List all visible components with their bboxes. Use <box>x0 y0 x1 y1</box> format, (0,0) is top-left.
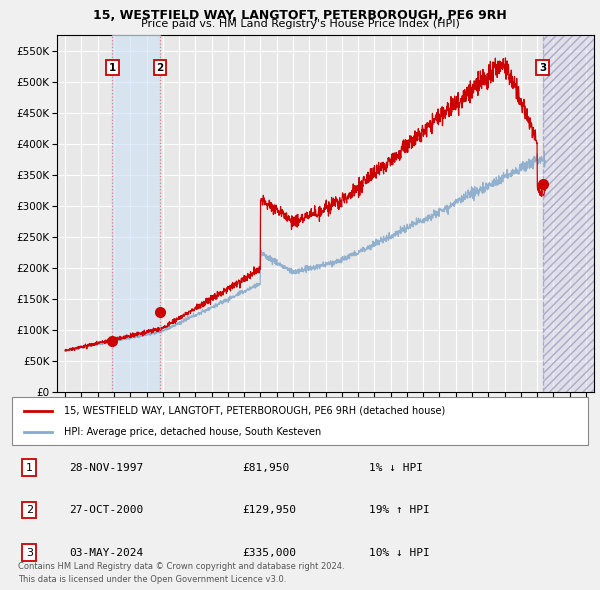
Text: 1% ↓ HPI: 1% ↓ HPI <box>369 463 423 473</box>
Text: 03-MAY-2024: 03-MAY-2024 <box>70 548 144 558</box>
Text: 15, WESTFIELD WAY, LANGTOFT, PETERBOROUGH, PE6 9RH: 15, WESTFIELD WAY, LANGTOFT, PETERBOROUG… <box>93 9 507 22</box>
Text: 10% ↓ HPI: 10% ↓ HPI <box>369 548 430 558</box>
Text: HPI: Average price, detached house, South Kesteven: HPI: Average price, detached house, Sout… <box>64 427 321 437</box>
Text: This data is licensed under the Open Government Licence v3.0.: This data is licensed under the Open Gov… <box>18 575 286 584</box>
Bar <box>542 35 594 392</box>
Text: 1: 1 <box>109 63 116 73</box>
Bar <box>542 35 594 392</box>
Text: 3: 3 <box>26 548 33 558</box>
Text: 2: 2 <box>26 505 33 515</box>
Text: 27-OCT-2000: 27-OCT-2000 <box>70 505 144 515</box>
Text: 3: 3 <box>539 63 546 73</box>
Text: 1: 1 <box>26 463 33 473</box>
Text: £81,950: £81,950 <box>242 463 290 473</box>
Text: £129,950: £129,950 <box>242 505 296 515</box>
Text: 2: 2 <box>156 63 163 73</box>
Text: 15, WESTFIELD WAY, LANGTOFT, PETERBOROUGH, PE6 9RH (detached house): 15, WESTFIELD WAY, LANGTOFT, PETERBOROUG… <box>64 405 445 415</box>
Text: Price paid vs. HM Land Registry's House Price Index (HPI): Price paid vs. HM Land Registry's House … <box>140 19 460 29</box>
Text: 28-NOV-1997: 28-NOV-1997 <box>70 463 144 473</box>
FancyBboxPatch shape <box>12 397 588 445</box>
Text: £335,000: £335,000 <box>242 548 296 558</box>
Text: Contains HM Land Registry data © Crown copyright and database right 2024.: Contains HM Land Registry data © Crown c… <box>18 562 344 571</box>
Text: 19% ↑ HPI: 19% ↑ HPI <box>369 505 430 515</box>
Bar <box>112 35 160 392</box>
